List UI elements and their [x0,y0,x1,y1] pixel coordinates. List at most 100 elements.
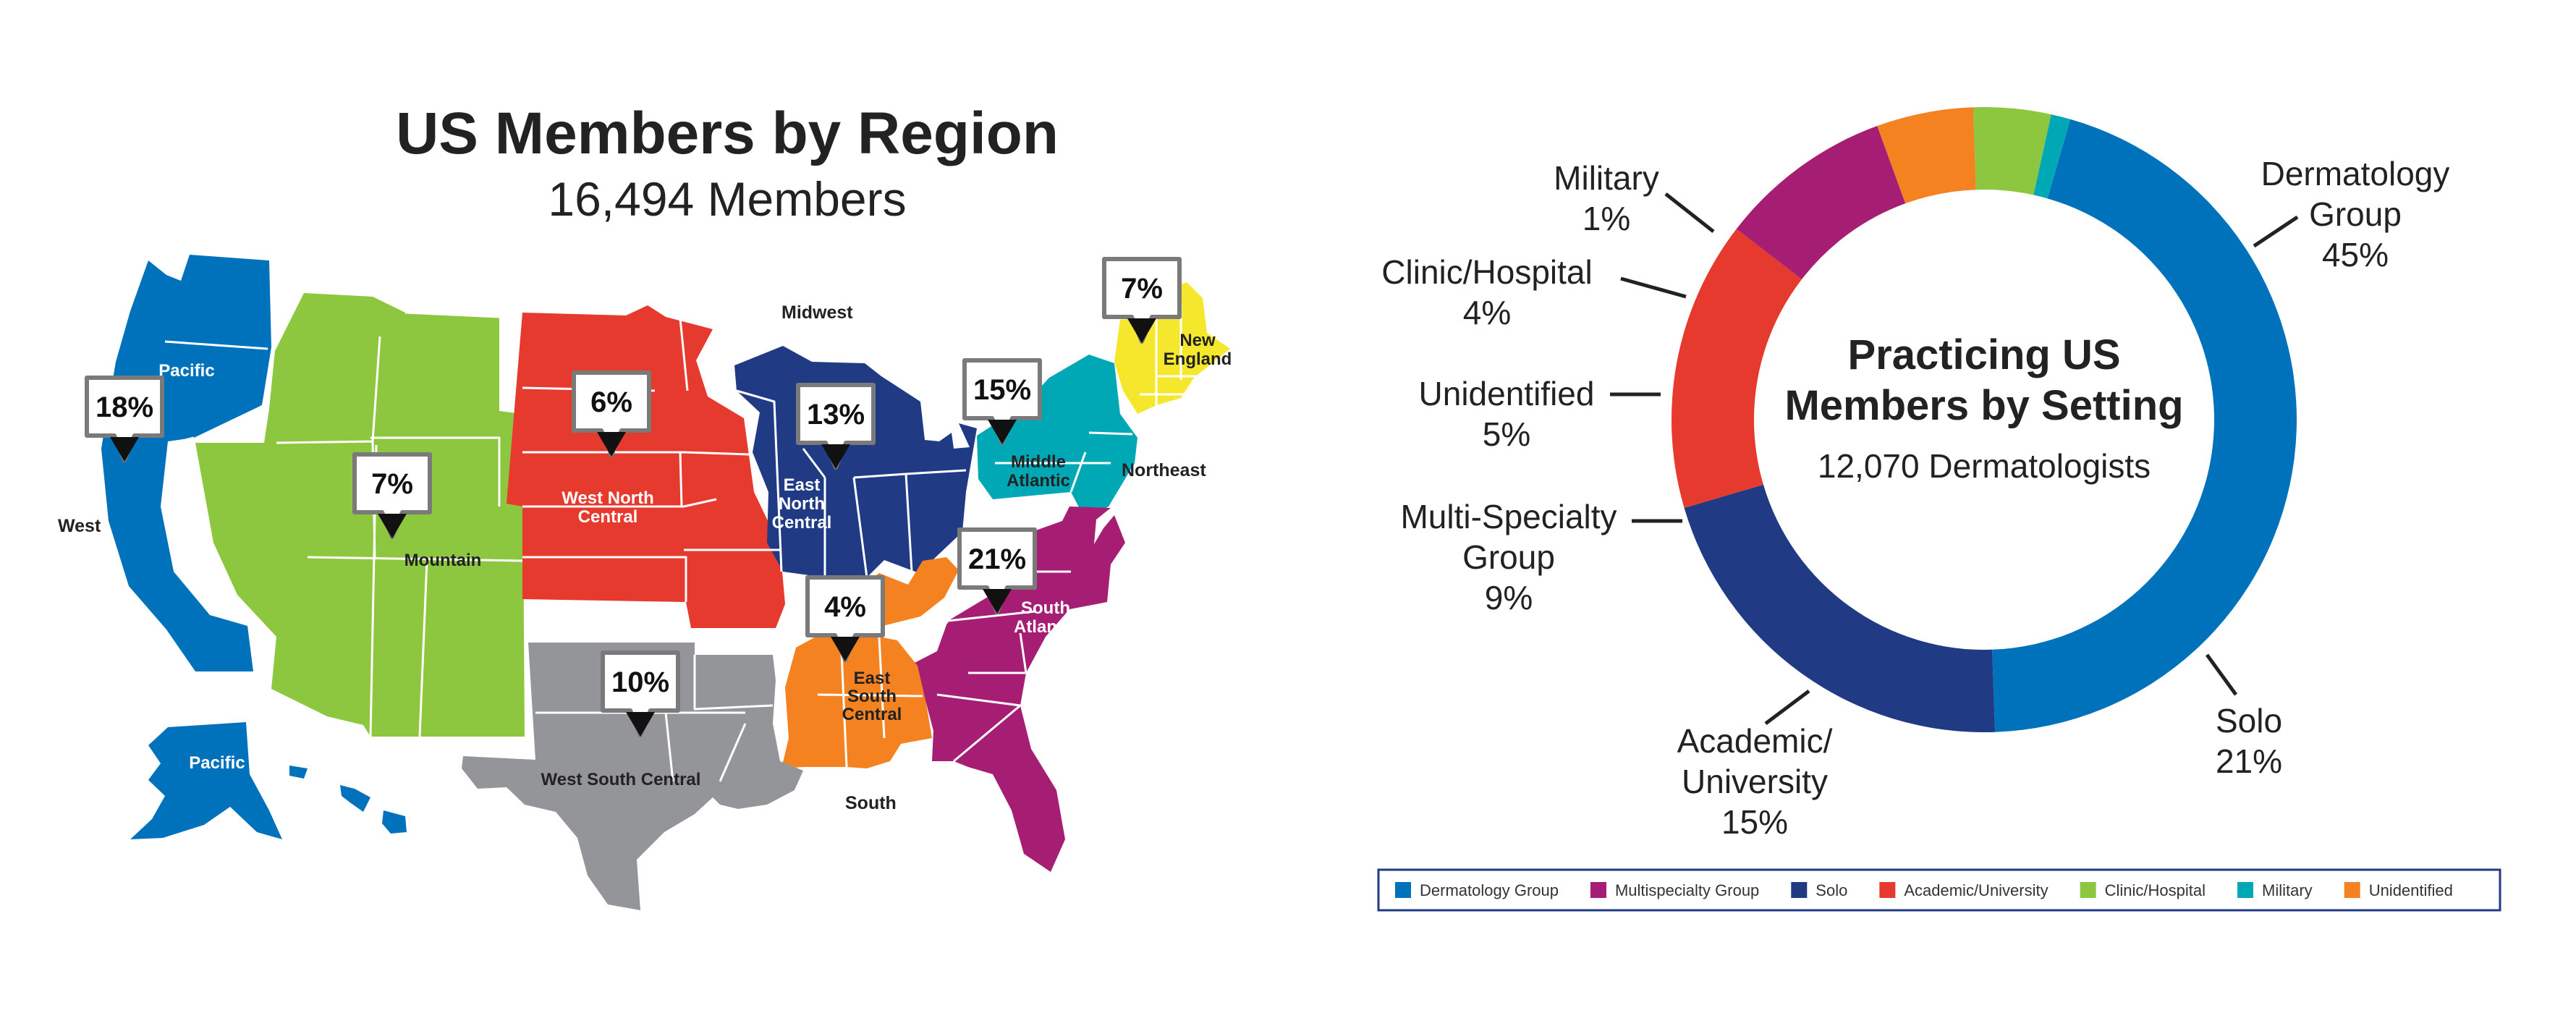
label-unidentified: Unidentified [1419,375,1595,412]
donut-leader-lines [1610,192,2299,725]
pin-pacific: 18% [85,376,164,462]
pin-south-atlantic-value: 21% [968,543,1026,575]
legend-swatch [1879,882,1896,898]
region-label-middle-atlantic-2: Atlantic [1007,471,1070,491]
donut-center: Practicing US Members by Setting 12,070 … [1784,331,2183,485]
region-pacific-hawaii[interactable] [289,766,407,834]
legend-swatch [1791,882,1808,898]
donut-slice-military[interactable] [2033,114,2071,199]
pin-east-north-central-value: 13% [807,399,865,431]
label-academic-pct: 15% [1721,803,1788,841]
pin-new-england-value: 7% [1121,273,1163,305]
super-region-labels: West Midwest Northeast South [58,302,1206,813]
region-label-west-north-central-1: West North [562,488,654,508]
label-multispecialty-2: Group [1462,538,1555,576]
pin-west-south-central-value: 10% [611,666,669,698]
region-west-north-central[interactable] [507,305,785,628]
region-label-pacific-alaska: Pacific [189,753,245,773]
label-academic-2: University [1682,763,1828,800]
legend-label: Dermatology Group [1420,881,1559,899]
pin-west-north-central-value: 6% [590,386,632,418]
label-multispecialty-1: Multi-Specialty [1400,498,1617,535]
label-multispecialty-pct: 9% [1485,579,1533,616]
label-south: South [845,793,897,813]
region-label-west-south-central: West South Central [541,770,701,789]
donut-slice-academic-university[interactable] [1672,229,1802,508]
legend-items: Dermatology Group Multispecialty Group Sol… [1395,881,2453,899]
region-labels: Pacific Pacific Mountain West North Cent… [158,331,1232,789]
donut-chart [1672,107,2297,732]
legend-label: Multispecialty Group [1615,881,1759,899]
legend-swatch [2080,882,2096,898]
pin-west-south-central: 10% [601,650,680,737]
pin-mountain: 7% [352,452,432,539]
region-label-east-north-central-2: North [779,494,825,514]
region-label-east-south-central-3: Central [842,705,902,724]
label-west: West [58,516,101,536]
region-label-middle-atlantic-1: Middle [1011,452,1066,472]
label-midwest: Midwest [781,302,853,323]
legend-swatch [1590,882,1606,898]
legend-swatch [1395,882,1411,898]
legend-label: Academic/University [1904,881,2048,899]
region-east-north-central[interactable] [734,346,977,577]
label-clinic-hospital-pct: 4% [1463,294,1511,331]
pin-south-atlantic: 21% [957,527,1037,614]
donut-subtitle: 12,070 Dermatologists [1818,447,2151,485]
region-middle-atlantic[interactable] [977,355,1137,520]
donut-title-line-2: Members by Setting [1784,382,2183,429]
region-pacific[interactable] [101,255,271,671]
donut-slice-unidentified[interactable] [1877,107,1976,204]
region-label-new-england-1: New [1179,331,1216,350]
region-pins: 18% 7% 6% 13% 15% 7% [85,257,1182,737]
label-solo: Solo [2216,702,2282,739]
legend-label: Solo [1816,881,1847,899]
donut-title-line-1: Practicing US [1847,331,2120,378]
label-dermatology-group-1: Dermatology [2261,155,2450,192]
map-subtitle: 16,494 Members [548,172,906,226]
label-solo-pct: 21% [2216,742,2282,780]
pin-east-south-central-value: 4% [824,591,866,623]
region-pacific-alaska[interactable] [130,722,282,839]
map-title: US Members by Region [396,101,1059,166]
legend-swatch [2344,882,2360,898]
us-map [101,255,1230,910]
pin-east-north-central: 13% [796,383,876,470]
pin-middle-atlantic: 15% [962,358,1042,445]
region-label-mountain: Mountain [404,551,482,570]
label-unidentified-pct: 5% [1483,415,1530,453]
label-dermatology-group-pct: 45% [2322,236,2389,274]
legend-box [1377,868,2501,912]
region-label-east-south-central-2: South [847,687,897,706]
pin-east-south-central: 4% [805,575,885,662]
region-mountain[interactable] [195,293,525,737]
donut-slice-dermatology-group[interactable] [1992,119,2297,732]
region-label-west-north-central-2: Central [578,507,638,527]
label-dermatology-group-2: Group [2309,195,2402,233]
donut-slice-solo[interactable] [1684,484,1996,732]
legend-label: Unidentified [2369,881,2453,899]
label-clinic-hospital: Clinic/Hospital [1381,253,1592,291]
region-label-south-atlantic-2: Atlantic [1014,617,1077,637]
label-academic-1: Academic/ [1677,722,1833,760]
region-label-east-north-central-1: East [784,475,821,495]
label-military: Military [1554,159,1659,197]
pin-pacific-value: 18% [96,391,153,423]
region-south-atlantic[interactable] [912,506,1125,872]
donut-slice-multi-specialty-group[interactable] [1736,126,1906,279]
legend: Dermatology Group Multispecialty Group Sol… [1377,868,2501,912]
region-west-south-central[interactable] [462,643,803,910]
pin-middle-atlantic-value: 15% [973,374,1031,406]
region-label-east-south-central-1: East [854,669,891,688]
legend-swatch [2237,882,2254,898]
donut-slice-clinic-hospital[interactable] [1973,107,2051,195]
pin-west-north-central: 6% [572,370,651,457]
label-northeast: Northeast [1122,460,1206,480]
region-label-east-north-central-3: Central [772,513,832,533]
pin-new-england: 7% [1102,257,1182,344]
region-east-south-central[interactable] [781,557,959,768]
legend-label: Clinic/Hospital [2105,881,2206,899]
donut-slice-labels: Dermatology Group 45% Solo 21% Academic/… [1381,155,2449,841]
region-label-pacific: Pacific [158,361,214,381]
